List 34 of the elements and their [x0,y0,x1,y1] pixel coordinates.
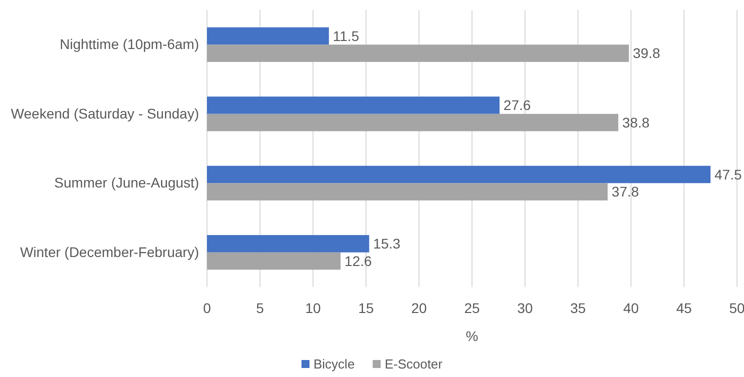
x-tick-label: 20 [411,300,427,316]
bar [207,183,608,200]
y-tick-label: Summer (June-August) [54,174,199,191]
bar [207,252,341,270]
data-label: 37.8 [612,184,640,200]
legend-label: Bicycle [314,356,355,372]
y-tick-label: Nighttime (10pm-6am) [60,36,199,52]
x-tick-label: 25 [464,300,480,316]
x-axis-title: % [466,328,478,344]
data-label: 27.6 [504,97,532,114]
x-tick-label: 10 [305,300,321,316]
data-label: 39.8 [632,45,660,62]
bar [207,27,329,45]
x-tick-label: 35 [570,300,586,316]
x-tick-label: 15 [358,300,374,316]
x-tick-label: 45 [676,300,692,316]
legend-label: E-Scooter [384,356,444,372]
x-tick-label: 40 [623,300,639,316]
x-tick-label: 30 [517,300,533,316]
data-label: 38.8 [622,114,650,130]
bar [207,96,500,114]
x-tick-label: 0 [203,300,212,316]
bar [207,114,618,132]
y-tick-label: Winter (December-February) [20,244,199,260]
bar [207,166,710,184]
y-tick-label: Weekend (Saturday - Sunday) [10,105,199,122]
data-label: 15.3 [373,236,401,252]
data-label: 47.5 [714,166,742,182]
x-tick-label: 50 [729,300,744,316]
data-label: 11.5 [332,28,360,44]
bar [207,44,629,62]
x-tick-label: 5 [256,300,264,316]
bar [207,235,370,252]
data-label: 12.6 [344,252,372,269]
